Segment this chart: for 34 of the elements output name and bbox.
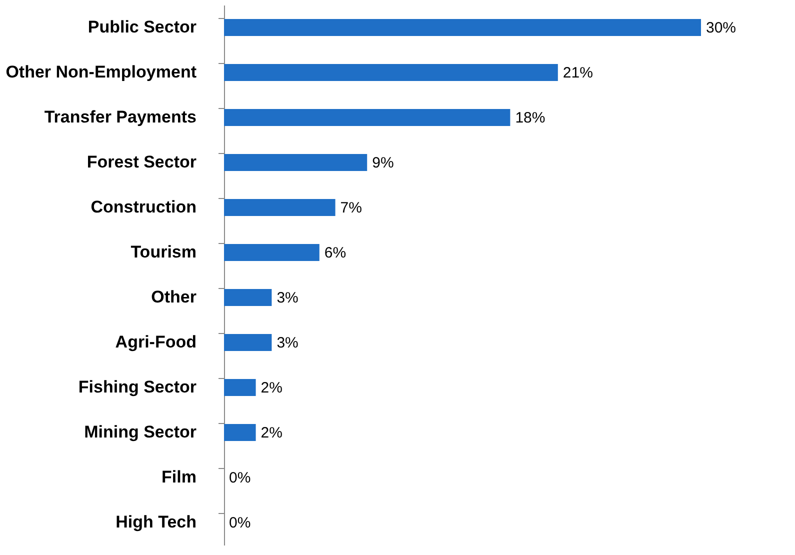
data-label: 7%	[340, 200, 362, 216]
data-label: 21%	[562, 64, 593, 82]
y-tick-label: Construction	[90, 198, 196, 216]
data-label: 0%	[229, 470, 251, 486]
data-label: 3%	[276, 334, 298, 352]
y-tick-label: Tourism	[130, 242, 196, 262]
y-tick-label: Other	[151, 288, 197, 306]
data-label: 30%	[706, 20, 736, 36]
data-label: 3%	[276, 290, 298, 306]
bar	[224, 199, 336, 216]
bar	[224, 154, 368, 171]
y-tick-label: Fishing Sector	[78, 378, 197, 396]
y-tick-label: Public Sector	[88, 18, 197, 36]
data-label: 2%	[260, 380, 282, 396]
y-tick-label: Mining Sector	[84, 422, 197, 442]
data-label: 18%	[515, 110, 546, 126]
bar	[224, 334, 272, 351]
bar	[224, 424, 256, 441]
y-tick-label: Other Non-Employment	[6, 62, 197, 82]
bar	[224, 19, 701, 36]
data-label: 2%	[260, 424, 282, 442]
bar	[224, 289, 272, 306]
y-tick-label: Agri-Food	[115, 332, 196, 352]
y-tick-label: High Tech	[116, 512, 196, 532]
data-label: 0%	[229, 514, 251, 532]
bar	[224, 379, 256, 396]
bar	[224, 244, 320, 261]
bar	[224, 64, 558, 81]
data-label: 6%	[324, 244, 346, 262]
y-tick-label: Forest Sector	[86, 152, 197, 172]
data-label: 9%	[372, 154, 394, 172]
bar	[224, 109, 510, 126]
y-tick-label: Film	[162, 468, 196, 486]
y-tick-label: Transfer Payments	[44, 108, 196, 126]
